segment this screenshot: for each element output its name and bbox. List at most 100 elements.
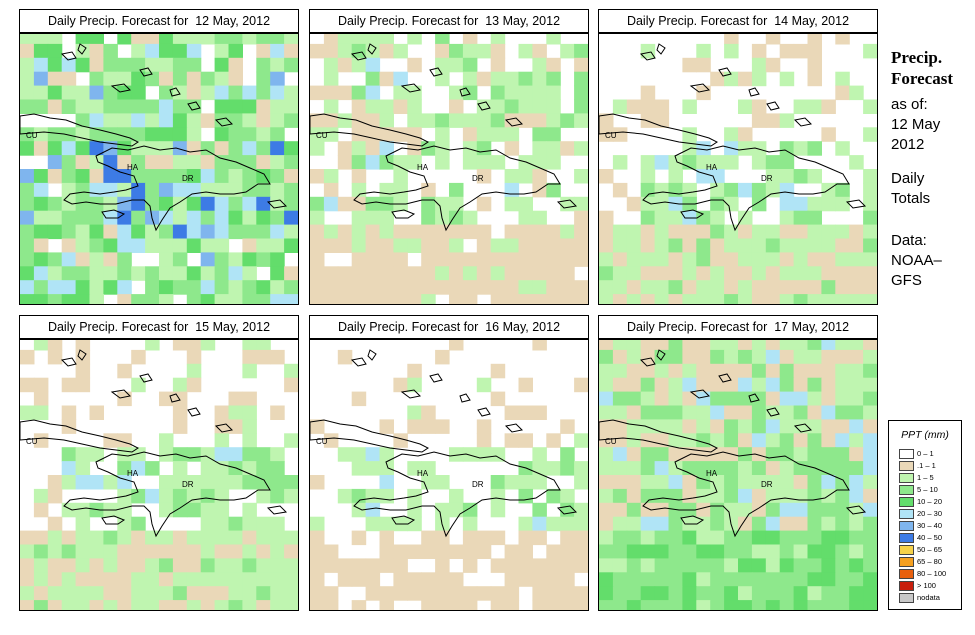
precip-cell [20, 600, 35, 610]
precip-cell [793, 488, 809, 504]
precip-cell [200, 544, 216, 559]
precip-cell [599, 502, 614, 518]
precip-cell [159, 586, 174, 601]
precip-cell [640, 210, 656, 226]
precip-cell [131, 238, 146, 253]
precip-cell [145, 600, 160, 610]
precip-cell [61, 141, 77, 156]
side-heading-line-1: Precip. [891, 48, 943, 67]
precip-cell [779, 196, 795, 212]
precip-cell [20, 71, 35, 87]
precip-cell [145, 544, 160, 559]
precip-cell [47, 294, 63, 304]
precip-cell [668, 502, 683, 518]
precip-cell [724, 280, 739, 295]
precip-cell [835, 530, 850, 546]
precip-cell [117, 252, 132, 267]
precip-cell [284, 210, 298, 226]
precip-cell [476, 169, 492, 184]
precip-cell [682, 340, 697, 351]
precip-cell [724, 405, 739, 420]
precip-cell [75, 461, 91, 476]
precip-cell [159, 34, 174, 45]
precip-cell [337, 280, 353, 295]
precip-cell [738, 280, 753, 295]
precip-cell [47, 141, 63, 156]
legend-label: 80 – 100 [917, 569, 947, 578]
precip-cell [599, 530, 614, 546]
precip-cell [518, 280, 533, 295]
precip-cell [710, 461, 725, 476]
precip-cell [214, 502, 230, 518]
precip-cell [214, 196, 230, 212]
precip-cell [779, 530, 795, 546]
precip-cell [186, 238, 202, 253]
precip-cell [668, 182, 683, 198]
precip-cell [33, 572, 49, 587]
precip-cell [599, 113, 614, 128]
precip-cell [599, 266, 614, 281]
precip-cell [738, 182, 753, 198]
precip-cell [186, 85, 202, 101]
precip-cell [863, 349, 877, 365]
precip-cell [89, 530, 104, 546]
precip-cell [518, 294, 533, 304]
precip-cell [640, 377, 656, 393]
precip-cell [640, 475, 656, 490]
precip-cell [159, 572, 174, 587]
precip-cell [765, 252, 781, 267]
precip-cell [654, 419, 670, 434]
precip-cell [172, 377, 188, 393]
precip-cell [61, 71, 77, 87]
coastline [689, 83, 711, 93]
precip-cell [779, 391, 795, 407]
precip-cell [863, 586, 877, 601]
precip-cell [696, 363, 711, 379]
precip-cell [532, 43, 547, 59]
precip-cell [560, 558, 575, 573]
precip-cell [270, 600, 285, 610]
precip-cell [256, 447, 271, 462]
precip-cell [379, 488, 394, 504]
precip-cell [738, 99, 753, 114]
precip-cell [33, 544, 49, 559]
map-label-cuba: CU [605, 131, 617, 140]
precip-cell [214, 447, 230, 462]
precip-cell [793, 475, 809, 490]
precip-cell [214, 238, 230, 253]
precip-grid [310, 34, 588, 304]
precip-cell [159, 155, 174, 170]
precip-cell [117, 57, 132, 73]
precip-cell [449, 113, 464, 128]
precip-cell [89, 294, 104, 304]
precip-cell [61, 475, 77, 490]
coastline [20, 113, 139, 147]
precip-cell [835, 196, 850, 212]
precip-cell [310, 600, 325, 610]
precip-cell [612, 340, 628, 351]
precip-cell [172, 488, 188, 504]
precip-cell [61, 266, 77, 281]
precip-cell [47, 71, 63, 87]
precip-cell [696, 586, 711, 601]
precip-cell [242, 447, 257, 462]
precip-cell [449, 340, 464, 351]
precip-cell [186, 377, 202, 393]
precip-cell [682, 530, 697, 546]
precip-cell [214, 224, 230, 240]
coastline [718, 67, 732, 77]
precip-cell [654, 238, 670, 253]
precip-cell [626, 419, 642, 434]
precip-cell [379, 238, 394, 253]
precip-cell [117, 391, 132, 407]
precip-cell [640, 294, 656, 304]
precip-cell [379, 280, 394, 295]
precip-cell [351, 85, 367, 101]
precip-cell [738, 391, 753, 407]
precip-cell [765, 280, 781, 295]
precip-cell [560, 586, 575, 601]
precip-cell [476, 252, 492, 267]
precip-cell [640, 266, 656, 281]
precip-cell [668, 572, 683, 587]
precip-cell [724, 419, 739, 434]
